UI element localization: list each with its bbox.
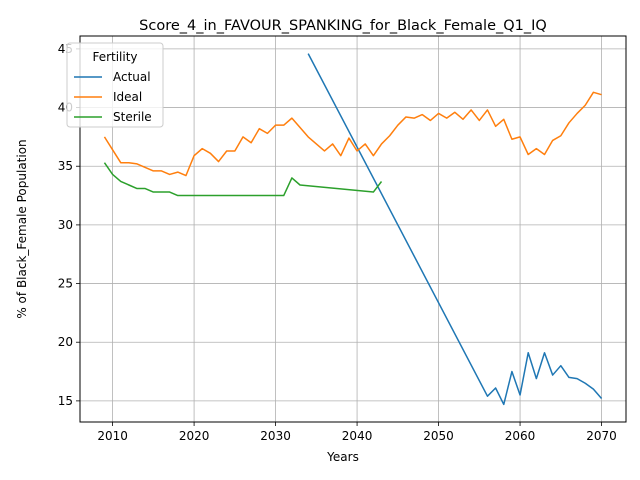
series-layer	[103, 53, 603, 406]
y-tick-label: 15	[58, 394, 73, 408]
grid-lines	[80, 36, 626, 422]
series-line-actual	[307, 53, 603, 406]
x-axis-label: Years	[326, 450, 359, 464]
x-tick-label: 2070	[586, 429, 617, 443]
y-tick-label: 25	[58, 277, 73, 291]
x-tick-label: 2040	[342, 429, 373, 443]
series-line-ideal	[103, 91, 602, 177]
x-tick-label: 2030	[260, 429, 291, 443]
y-tick-label: 30	[58, 218, 73, 232]
x-tick-label: 2050	[423, 429, 454, 443]
legend-box	[66, 42, 164, 128]
legend-title: Fertility	[92, 50, 137, 64]
x-tick-label: 2020	[179, 429, 210, 443]
legend-label-actual: Actual	[113, 70, 151, 84]
legend: Fertility Actual Ideal Sterile	[66, 42, 164, 128]
chart-title: Score_4_in_FAVOUR_SPANKING_for_Black_Fem…	[139, 18, 547, 34]
x-tick-label: 2010	[97, 429, 128, 443]
series-line-sterile	[103, 162, 383, 197]
y-axis-label: % of Black_Female Population	[15, 139, 29, 318]
plot-frame	[79, 35, 627, 423]
y-tick-label: 35	[58, 159, 73, 173]
plot-area	[80, 36, 626, 422]
y-tick-label: 20	[58, 335, 73, 349]
legend-label-sterile: Sterile	[113, 110, 152, 124]
x-axis-ticks: 2010 2020 2030 2040 2050 2060 2070	[97, 422, 617, 443]
legend-label-ideal: Ideal	[113, 90, 142, 104]
x-tick-label: 2060	[505, 429, 536, 443]
